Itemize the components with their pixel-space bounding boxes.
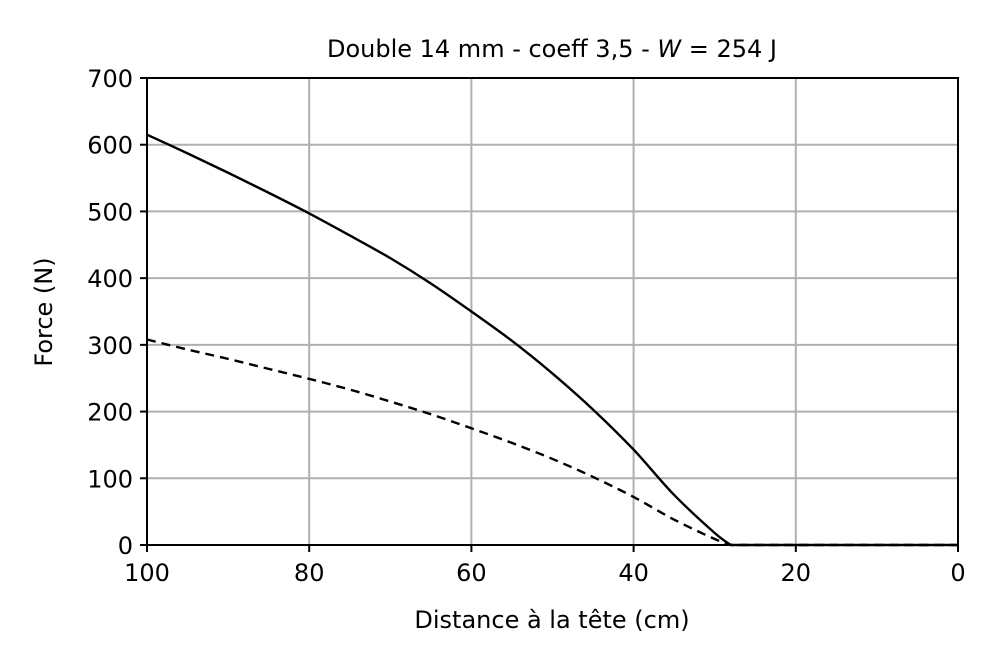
x-tick-label: 20: [781, 559, 812, 587]
y-tick-label: 500: [87, 198, 133, 226]
y-tick-label: 100: [87, 465, 133, 493]
solid-series-line: [146, 133, 958, 547]
y-tick-label: 0: [118, 532, 133, 560]
y-axis-label: Force (N): [30, 257, 58, 366]
x-tick-label: 40: [618, 559, 649, 587]
chart-title-prefix: Double 14 mm - coeff 3,5 -: [327, 35, 657, 63]
x-tick-label: 0: [950, 559, 965, 587]
y-tick-label: 200: [87, 399, 133, 427]
y-tick-label: 600: [87, 132, 133, 160]
dashed-series-line: [146, 338, 958, 547]
chart-title-suffix: = 254 J: [681, 35, 777, 63]
x-tick-label: 80: [294, 559, 325, 587]
y-tick-label: 300: [87, 332, 133, 360]
tick-layer: [140, 77, 959, 552]
x-tick-label: 60: [456, 559, 487, 587]
x-axis-label: Distance à la tête (cm): [414, 606, 689, 634]
x-tick-label: 100: [124, 559, 170, 587]
y-tick-label: 400: [87, 265, 133, 293]
series-layer: [146, 133, 958, 547]
y-tick-label: 700: [87, 65, 133, 93]
grid-layer: [146, 77, 959, 546]
plot-frame: [146, 77, 959, 546]
chart-title-variable: W: [657, 35, 682, 63]
chart-title: Double 14 mm - coeff 3,5 - W = 254 J: [327, 35, 777, 63]
